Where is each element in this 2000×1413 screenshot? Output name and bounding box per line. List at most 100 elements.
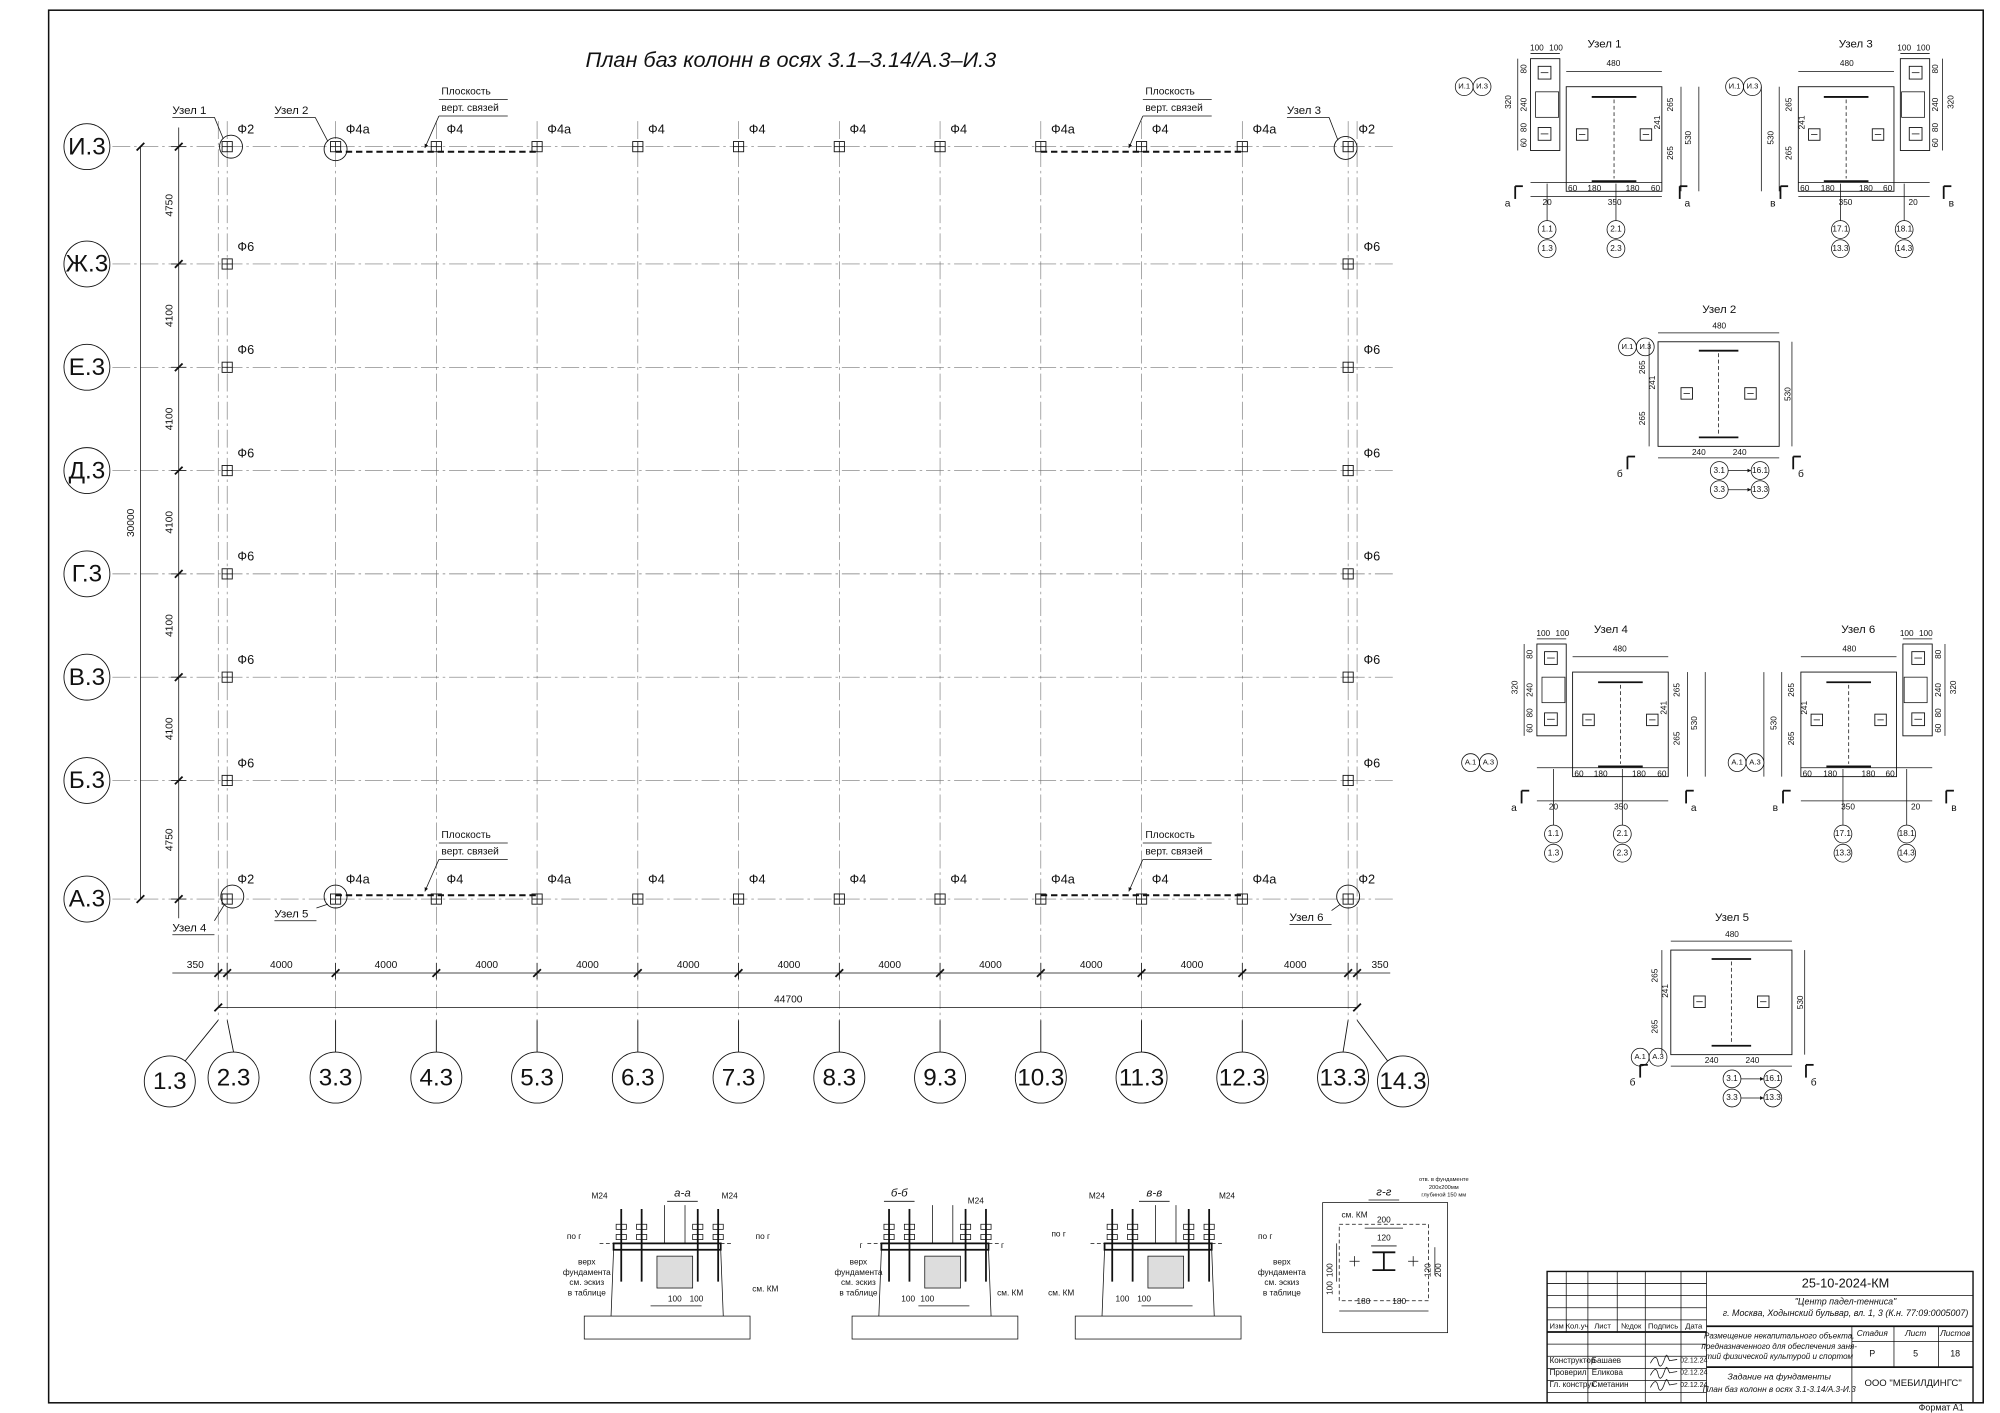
dim-tick: [174, 466, 184, 476]
ref-label: 1.3: [1541, 244, 1553, 253]
base-mark: Ф4: [749, 121, 766, 136]
detail-dim: 100: [1916, 44, 1930, 53]
plan-title: План баз колонн в осях 3.1–3.14/А.3–И.3: [586, 47, 997, 72]
detail-axis: И.1: [1729, 82, 1741, 91]
section-label: 120: [1377, 1233, 1391, 1242]
ref-circle: [1750, 461, 1770, 480]
bolt-nut: [903, 1223, 915, 1230]
plate-stiffener: [1535, 91, 1559, 118]
detail-dim: 80: [1934, 649, 1943, 659]
axis-bubble: [611, 1051, 664, 1104]
detail-dim: 60: [1651, 184, 1661, 193]
foundation-base: [583, 1315, 751, 1340]
section-letter: в: [1949, 199, 1954, 210]
dim-label: 4000: [270, 960, 293, 971]
sheet-format: Формат А1: [1919, 1402, 1964, 1412]
dim-label: 4000: [1284, 960, 1307, 971]
section-label: в таблице: [568, 1288, 606, 1297]
ref-circle: [1537, 239, 1557, 258]
column-axis-label: 2.3: [217, 1064, 251, 1091]
company-name: ООО "МЕБИЛДИНГС": [1864, 1378, 1961, 1389]
bracing-label: Плоскость: [441, 87, 490, 98]
column-axis-label: 5.3: [520, 1064, 554, 1091]
section-label: 100: [668, 1295, 682, 1304]
dim-tick: [222, 968, 232, 978]
base-mark: Ф4а: [346, 871, 371, 886]
dim-label: 4100: [164, 717, 175, 740]
section-letter: б: [1811, 1076, 1817, 1088]
ref-label: 1.3: [1548, 848, 1560, 857]
ref-label: 17.1: [1835, 829, 1851, 838]
dim-tick: [174, 569, 184, 579]
detail-dim: 80: [1519, 123, 1528, 133]
bracing-label: верт. связей: [1145, 103, 1202, 114]
base-plate: [1572, 671, 1669, 778]
ref-circle: [1613, 843, 1632, 863]
bolt-nut: [615, 1234, 627, 1240]
axis-bubble: [63, 343, 111, 391]
anchor-bolt: [1810, 713, 1823, 727]
axis-bubble: [63, 447, 111, 494]
bracing-label: Плоскость: [1145, 87, 1194, 98]
section-letter: а: [1511, 803, 1517, 814]
section-label: верх: [850, 1258, 868, 1267]
anchor-bolt: [1871, 128, 1885, 141]
base-mark: Ф4: [447, 871, 464, 886]
axis-bubble: [1014, 1051, 1067, 1104]
ref-circle: [1763, 1088, 1783, 1108]
detail-dim: 241: [1660, 700, 1669, 714]
ref-label: 3.1: [1726, 1074, 1738, 1083]
axis-bubble: [207, 1051, 260, 1104]
node-circle: [1336, 884, 1361, 909]
detail-dim: 265: [1638, 360, 1647, 374]
bolt-nut: [636, 1223, 648, 1230]
dim-tick: [1352, 968, 1362, 978]
detail-dim: 180: [1594, 769, 1608, 778]
detail-dim: 60: [1657, 769, 1667, 778]
base-mark: Ф6: [237, 755, 254, 770]
base-mark: Ф6: [237, 445, 254, 460]
detail-title: Узел 5: [1715, 912, 1749, 924]
signature-name: Еликова: [1592, 1368, 1624, 1377]
column-axis-label: 4.3: [419, 1064, 453, 1091]
bolt-nut: [883, 1234, 895, 1240]
detail-dim: 350: [1614, 802, 1628, 811]
dim-label: 4750: [164, 194, 175, 217]
ref-label: 14.3: [1899, 848, 1915, 857]
ref-label: 3.3: [1714, 485, 1726, 494]
detail-axis: И.1: [1621, 342, 1633, 351]
bolt-nut: [636, 1234, 648, 1240]
axis-bubble: [1745, 753, 1765, 772]
leader: [316, 903, 329, 909]
detail-axis: А.3: [1483, 758, 1494, 767]
axis-bubble: [63, 757, 111, 804]
signature-date: 02.12.24: [1680, 1358, 1707, 1365]
ref-label: 17.1: [1832, 225, 1848, 234]
dim-label: 350: [187, 960, 204, 971]
base-mark: Ф4: [1152, 121, 1169, 136]
dim-tick: [213, 1003, 223, 1012]
section-title: в-в: [1146, 1188, 1162, 1200]
grout: [656, 1255, 694, 1289]
detail-dim: 530: [1690, 716, 1699, 730]
axis-bubble: [309, 1051, 362, 1104]
section-label: фундамента: [563, 1268, 611, 1277]
detail-dim: 265: [1785, 146, 1794, 160]
anchor-bolt: [1582, 713, 1595, 727]
detail-dim: 60: [1526, 723, 1535, 733]
base-mark: Ф6: [1363, 755, 1380, 770]
detail-dim: 100: [1555, 629, 1569, 638]
anchor-bolt: [1757, 995, 1770, 1008]
dim-label: 4000: [576, 960, 599, 971]
base-mark: Ф4а: [1253, 871, 1278, 886]
dim-tick: [174, 894, 184, 904]
section-label: верх: [578, 1258, 596, 1267]
axis-bubble: [1115, 1051, 1168, 1104]
section-label: г: [859, 1241, 862, 1250]
node-callout: Узел 6: [1289, 912, 1323, 924]
ref-circle: [1833, 843, 1853, 863]
ref-label: 16.1: [1752, 466, 1768, 475]
section-label: в таблице: [839, 1288, 877, 1297]
section-label: по г: [567, 1232, 581, 1241]
detail-dim: 180: [1626, 184, 1640, 193]
